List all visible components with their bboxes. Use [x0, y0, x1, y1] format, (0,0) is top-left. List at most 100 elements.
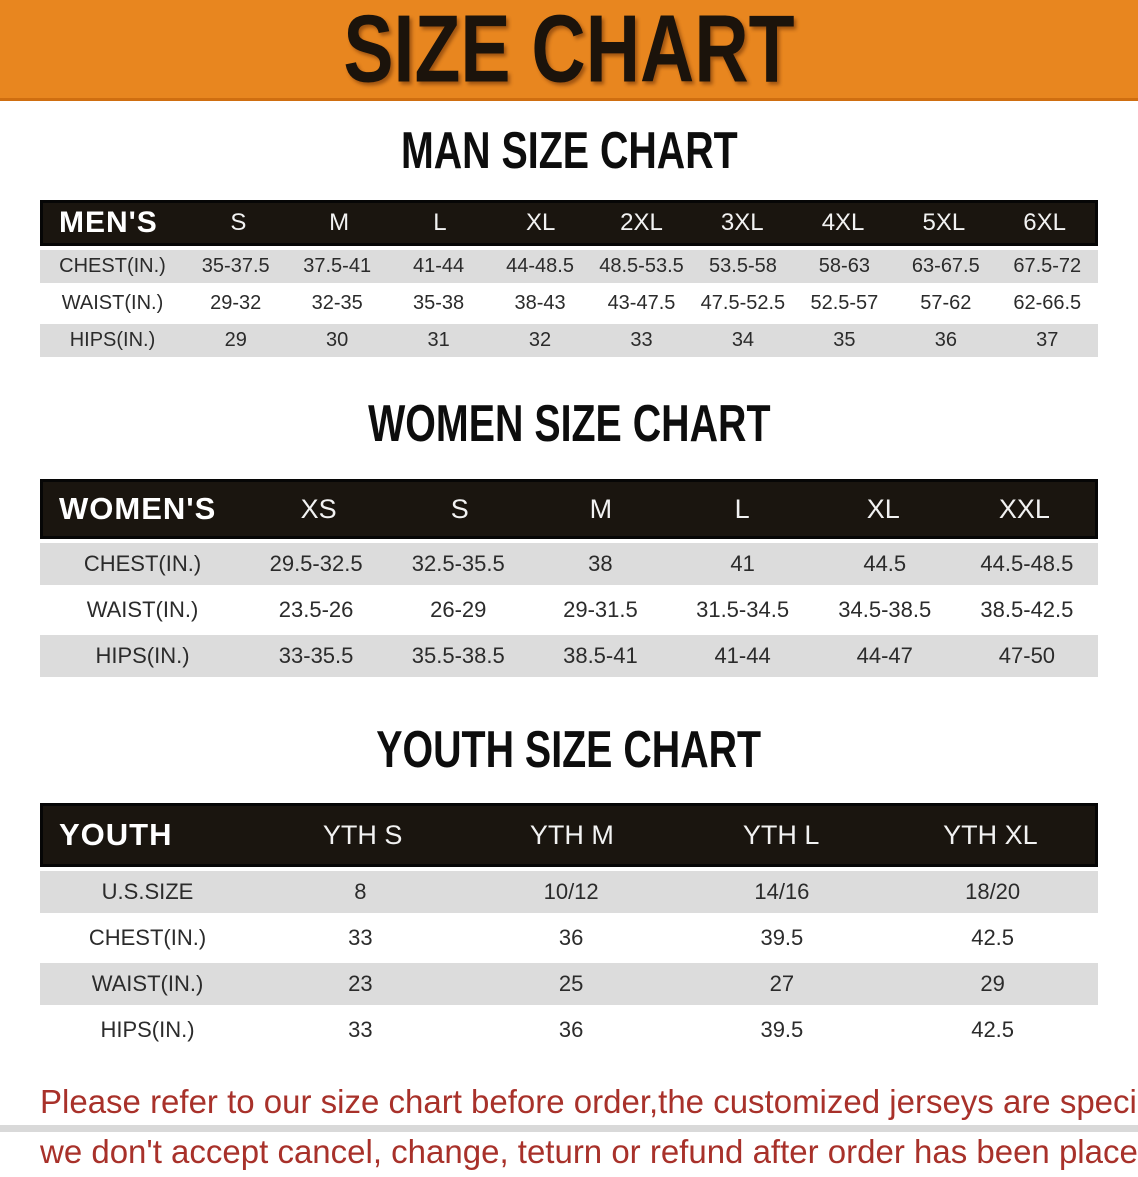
value-cell: 35.5-38.5 — [411, 643, 505, 668]
bottom-edge-strip — [0, 1125, 1138, 1132]
row-label: CHEST(IN.) — [59, 255, 166, 277]
value-cell: 32.5-35.5 — [411, 551, 505, 576]
size-column-header: YTH L — [742, 819, 820, 850]
value-cell: 14/16 — [754, 879, 810, 904]
value-cell: 38 — [588, 551, 613, 576]
value-cell: 33-35.5 — [278, 643, 354, 668]
value-cell: 67.5-72 — [1013, 255, 1082, 277]
size-column-header: YTH M — [529, 819, 614, 850]
value-cell: 31 — [427, 329, 450, 351]
women-heading-text: WOMEN SIZE CHART — [367, 395, 771, 454]
value-cell: 53.5-58 — [709, 255, 777, 277]
size-column-header: 6XL — [1023, 209, 1066, 236]
size-column-header: S — [230, 209, 247, 236]
table-header-label: MEN'S — [59, 206, 158, 239]
value-cell: 26-29 — [430, 597, 487, 622]
size-column-header: YTH S — [322, 819, 403, 850]
value-cell: 41-44 — [413, 255, 465, 277]
value-cell: 32 — [528, 329, 552, 351]
note-line-1: Please refer to our size chart before or… — [40, 1083, 1138, 1120]
value-cell: 23 — [348, 971, 373, 996]
value-cell: 62-66.5 — [1013, 292, 1082, 314]
size-column-header: L — [433, 209, 447, 236]
value-cell: 44-47 — [856, 643, 913, 668]
table-row: WAIST(IN.) 23 25 27 29 — [40, 963, 1098, 1005]
value-cell: 41 — [730, 551, 755, 576]
row-label: WAIST(IN.) — [86, 597, 199, 622]
youth-heading-text: YOUTH SIZE CHART — [376, 721, 762, 780]
value-cell: 58-63 — [818, 255, 870, 277]
value-cell: 35-37.5 — [201, 255, 270, 277]
value-cell: 33 — [348, 1017, 373, 1042]
size-column-header: 3XL — [720, 209, 764, 236]
women-section-heading: WOMEN SIZE CHART — [0, 395, 1138, 454]
value-cell: 44-48.5 — [506, 255, 574, 277]
value-cell: 63-67.5 — [911, 255, 980, 277]
size-column-header: M — [329, 209, 350, 236]
section-youth: YOUTH SIZE CHART YOUTH YTH S YTH M YTH L YTH… — [0, 721, 1138, 1051]
value-cell: 35 — [833, 329, 856, 351]
value-cell: 36 — [558, 1017, 584, 1042]
table-row: CHEST(IN.) 35-37.5 37.5-41 41-44 44-48.5 48.5… — [40, 250, 1098, 283]
men-size-table: MEN'S S M L XL 2XL 3XL 4XL 5XL 6XL CHEST(IN.) 35-37… — [40, 200, 1098, 357]
table-row: WAIST(IN.) 29-32 32-35 35-38 38-43 43-47.5 47.… — [40, 287, 1098, 320]
value-cell: 29.5-32.5 — [269, 551, 363, 576]
value-cell: 47-50 — [998, 643, 1056, 668]
row-label: U.S.SIZE — [101, 879, 194, 904]
value-cell: 42.5 — [971, 1017, 1015, 1042]
value-cell: 33 — [630, 329, 653, 351]
value-cell: 29 — [980, 971, 1005, 996]
size-column-header: 2XL — [620, 209, 663, 236]
value-cell: 34 — [731, 329, 755, 351]
row-label: WAIST(IN.) — [91, 971, 204, 996]
value-cell: 57-62 — [920, 292, 972, 314]
men-section-heading: MAN SIZE CHART — [0, 122, 1138, 181]
value-cell: 36 — [558, 925, 584, 950]
table-row: WAIST(IN.) 23.5-26 26-29 29-31.5 31.5-34.5 34… — [40, 589, 1098, 631]
value-cell: 39.5 — [760, 925, 804, 950]
value-cell: 18/20 — [965, 879, 1021, 904]
value-cell: 29-31.5 — [563, 597, 638, 622]
size-column-header: S — [450, 493, 469, 524]
value-cell: 31.5-34.5 — [696, 597, 790, 622]
value-cell: 29-32 — [210, 292, 262, 314]
value-cell: 38-43 — [514, 292, 566, 314]
table-row: CHEST(IN.) 33 36 39.5 42.5 — [40, 917, 1098, 959]
size-column-header: XXL — [998, 493, 1050, 524]
note-line-2: we don't accept cancel, change, teturn o… — [40, 1133, 1138, 1171]
value-cell: 39.5 — [760, 1017, 804, 1042]
youth-section-heading: YOUTH SIZE CHART — [0, 721, 1138, 780]
value-cell: 52.5-57 — [810, 292, 879, 314]
value-cell: 38.5-42.5 — [980, 597, 1074, 622]
table-header-label: YOUTH — [59, 817, 173, 852]
value-cell: 37.5-41 — [303, 255, 372, 277]
size-column-header: 5XL — [922, 209, 966, 236]
size-column-header: L — [734, 493, 750, 524]
value-cell: 48.5-53.5 — [599, 255, 684, 277]
value-cell: 23.5-26 — [278, 597, 354, 622]
banner-title: SIZE CHART — [343, 0, 795, 103]
section-men: MAN SIZE CHART MEN'S S M L XL 2XL 3XL 4XL 5XL 6XL… — [0, 122, 1138, 357]
value-cell: 25 — [558, 971, 584, 996]
row-label: HIPS(IN.) — [69, 329, 156, 351]
value-cell: 10/12 — [543, 879, 599, 904]
table-header-row: YOUTH YTH S YTH M YTH L YTH XL — [40, 803, 1098, 867]
value-cell: 33 — [348, 925, 373, 950]
size-column-header: M — [589, 493, 613, 524]
size-column-header: XL — [526, 209, 556, 236]
row-label: CHEST(IN.) — [83, 551, 202, 576]
value-cell: 36 — [934, 329, 957, 351]
row-label: CHEST(IN.) — [88, 925, 207, 950]
value-cell: 44.5 — [863, 551, 907, 576]
row-label: WAIST(IN.) — [61, 292, 164, 314]
value-cell: 41-44 — [714, 643, 771, 668]
size-column-header: XL — [866, 493, 900, 524]
row-label: HIPS(IN.) — [100, 1017, 195, 1042]
table-row: CHEST(IN.) 29.5-32.5 32.5-35.5 38 41 44.5 44.5… — [40, 543, 1098, 585]
section-women: WOMEN SIZE CHART WOMEN'S XS S M L XL XXL CHEST(… — [0, 395, 1138, 677]
men-heading-text: MAN SIZE CHART — [400, 122, 738, 181]
table-header-label: WOMEN'S — [59, 491, 217, 526]
value-cell: 8 — [354, 879, 367, 904]
banner: SIZE CHART — [0, 0, 1138, 101]
